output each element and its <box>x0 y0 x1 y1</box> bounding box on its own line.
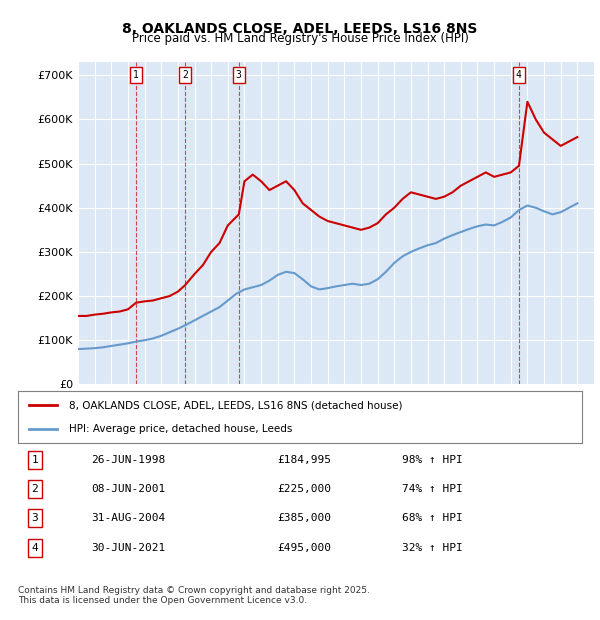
Text: 3: 3 <box>32 513 38 523</box>
Text: HPI: Average price, detached house, Leeds: HPI: Average price, detached house, Leed… <box>69 423 292 433</box>
Text: 68% ↑ HPI: 68% ↑ HPI <box>401 513 462 523</box>
Text: Price paid vs. HM Land Registry's House Price Index (HPI): Price paid vs. HM Land Registry's House … <box>131 32 469 45</box>
Text: This data is licensed under the Open Government Licence v3.0.: This data is licensed under the Open Gov… <box>18 596 307 606</box>
Text: Contains HM Land Registry data © Crown copyright and database right 2025.: Contains HM Land Registry data © Crown c… <box>18 586 370 595</box>
Text: £385,000: £385,000 <box>277 513 331 523</box>
Text: 3: 3 <box>236 70 242 80</box>
Text: 30-JUN-2021: 30-JUN-2021 <box>91 542 166 552</box>
Text: 1: 1 <box>133 70 139 80</box>
Text: 74% ↑ HPI: 74% ↑ HPI <box>401 484 462 494</box>
Text: £225,000: £225,000 <box>277 484 331 494</box>
Text: 4: 4 <box>32 542 38 552</box>
Text: 1: 1 <box>32 454 38 465</box>
Text: 31-AUG-2004: 31-AUG-2004 <box>91 513 166 523</box>
Text: £184,995: £184,995 <box>277 454 331 465</box>
Text: 26-JUN-1998: 26-JUN-1998 <box>91 454 166 465</box>
Text: 2: 2 <box>182 70 188 80</box>
Text: 2: 2 <box>32 484 38 494</box>
Text: 8, OAKLANDS CLOSE, ADEL, LEEDS, LS16 8NS (detached house): 8, OAKLANDS CLOSE, ADEL, LEEDS, LS16 8NS… <box>69 401 402 410</box>
Text: 98% ↑ HPI: 98% ↑ HPI <box>401 454 462 465</box>
Text: 8, OAKLANDS CLOSE, ADEL, LEEDS, LS16 8NS: 8, OAKLANDS CLOSE, ADEL, LEEDS, LS16 8NS <box>122 22 478 36</box>
Text: £495,000: £495,000 <box>277 542 331 552</box>
Text: 08-JUN-2001: 08-JUN-2001 <box>91 484 166 494</box>
Text: 32% ↑ HPI: 32% ↑ HPI <box>401 542 462 552</box>
Text: 4: 4 <box>516 70 522 80</box>
